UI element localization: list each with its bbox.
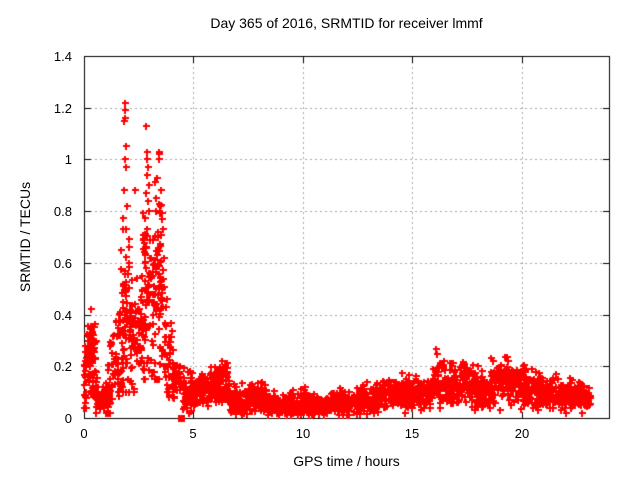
y-axis-label: SRMTID / TECUs bbox=[17, 181, 33, 293]
x-axis-label: GPS time / hours bbox=[293, 453, 400, 469]
y-tick-label: 0.4 bbox=[53, 308, 72, 323]
y-tick-label: 0.8 bbox=[53, 204, 72, 219]
x-tick-label: 0 bbox=[80, 426, 88, 441]
x-tick-label: 5 bbox=[189, 426, 197, 441]
chart-title: Day 365 of 2016, SRMTID for receiver lmm… bbox=[210, 15, 483, 31]
y-tick-label: 1.4 bbox=[53, 49, 72, 64]
y-tick-label: 0.2 bbox=[53, 359, 72, 374]
x-tick-label: 15 bbox=[404, 426, 420, 441]
y-tick-label: 1 bbox=[64, 152, 72, 167]
x-tick-label: 10 bbox=[295, 426, 311, 441]
y-tick-label: 0.6 bbox=[53, 256, 72, 271]
y-tick-label: 1.2 bbox=[53, 101, 72, 116]
x-tick-label: 20 bbox=[514, 426, 530, 441]
y-tick-label: 0 bbox=[64, 411, 72, 426]
